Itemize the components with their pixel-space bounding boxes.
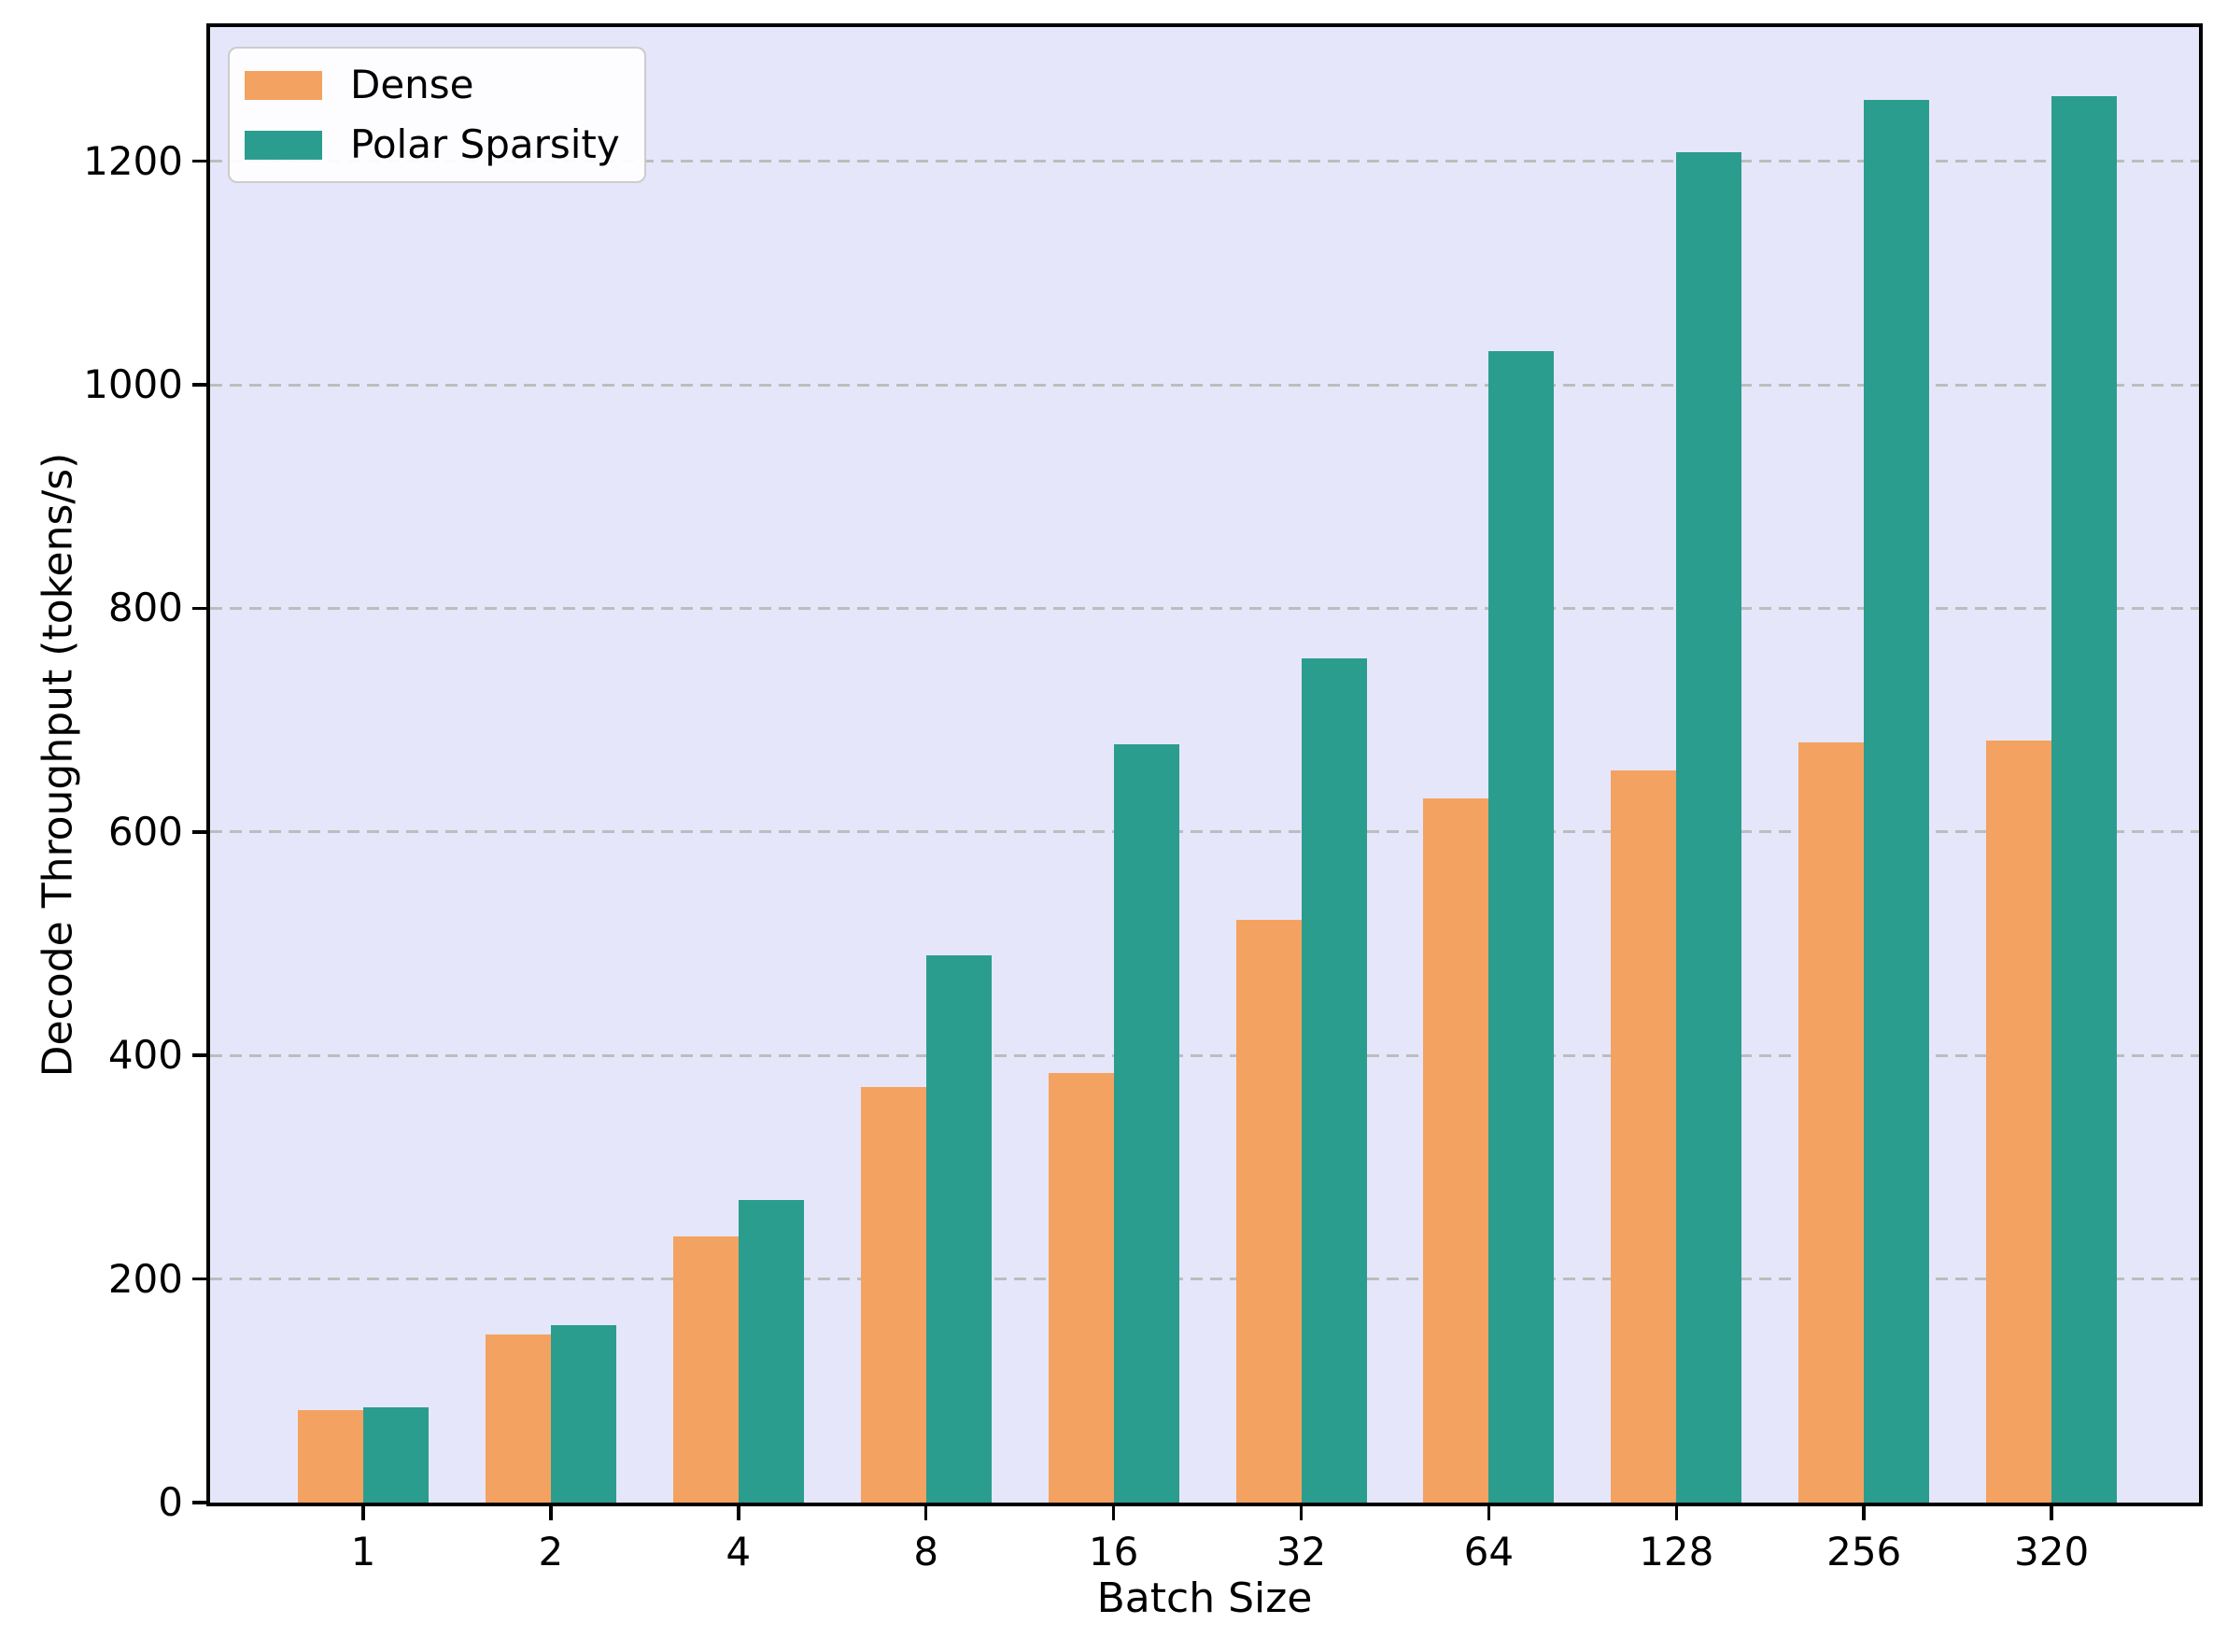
gridline-y-1000 (210, 383, 2199, 387)
y-tick-mark-1000 (192, 383, 206, 387)
bar-polar-sparsity-batch-4 (738, 1199, 804, 1503)
plot-area: Dense Polar Sparsity (210, 27, 2199, 1503)
bar-dense-batch-1 (298, 1409, 363, 1503)
bar-polar-sparsity-batch-8 (925, 954, 992, 1503)
bar-dense-batch-4 (672, 1236, 739, 1503)
y-tick-label-200: 200 (107, 1255, 183, 1302)
x-tick-mark-64 (1487, 1506, 1491, 1520)
x-tick-label-32: 32 (1276, 1529, 1327, 1574)
bar-dense-batch-2 (485, 1334, 551, 1503)
y-tick-mark-200 (192, 1277, 206, 1281)
x-tick-label-2: 2 (538, 1529, 564, 1574)
x-tick-label-8: 8 (913, 1529, 939, 1574)
x-tick-mark-128 (1674, 1506, 1679, 1520)
y-tick-label-800: 800 (107, 585, 183, 631)
y-tick-mark-0 (192, 1501, 206, 1504)
x-tick-mark-8 (923, 1506, 928, 1520)
legend-label-polar-sparsity: Polar Sparsity (350, 121, 620, 168)
legend: Dense Polar Sparsity (228, 47, 646, 184)
y-tick-mark-1200 (192, 159, 206, 163)
x-tick-label-64: 64 (1463, 1529, 1515, 1574)
bar-polar-sparsity-batch-320 (2051, 96, 2118, 1503)
x-tick-mark-320 (2050, 1506, 2053, 1520)
bar-dense-batch-64 (1423, 798, 1489, 1503)
y-tick-label-0: 0 (158, 1479, 183, 1525)
bar-dense-batch-128 (1611, 770, 1677, 1503)
bar-polar-sparsity-batch-2 (550, 1324, 616, 1503)
bar-polar-sparsity-batch-16 (1113, 744, 1179, 1503)
y-tick-label-400: 400 (107, 1032, 183, 1079)
x-tick-label-1: 1 (350, 1529, 376, 1574)
bar-dense-batch-320 (1986, 740, 2052, 1503)
bar-polar-sparsity-batch-32 (1301, 658, 1367, 1503)
legend-item-polar-sparsity: Polar Sparsity (245, 121, 620, 168)
y-tick-label-1200: 1200 (83, 137, 183, 184)
x-tick-mark-16 (1111, 1506, 1116, 1520)
gridline-y-200 (210, 1278, 2199, 1281)
x-tick-label-256: 256 (1826, 1529, 1902, 1574)
x-tick-mark-32 (1299, 1506, 1304, 1520)
x-tick-mark-2 (549, 1506, 553, 1520)
legend-swatch-polar-sparsity (245, 130, 322, 160)
bar-dense-batch-32 (1235, 920, 1302, 1503)
bar-polar-sparsity-batch-256 (1864, 99, 1930, 1503)
gridline-y-400 (210, 1053, 2199, 1057)
bar-dense-batch-16 (1048, 1073, 1114, 1503)
y-tick-mark-800 (192, 606, 206, 611)
y-tick-label-600: 600 (107, 808, 183, 854)
bar-dense-batch-256 (1798, 742, 1865, 1503)
legend-swatch-dense (245, 70, 322, 100)
y-tick-label-1000: 1000 (83, 361, 183, 408)
y-tick-mark-400 (192, 1053, 206, 1057)
gridline-y-600 (210, 830, 2199, 834)
bar-dense-batch-8 (860, 1086, 926, 1503)
bar-polar-sparsity-batch-1 (363, 1407, 429, 1503)
x-tick-label-4: 4 (726, 1529, 752, 1574)
gridline-y-1200 (210, 160, 2199, 163)
legend-item-dense: Dense (245, 62, 620, 107)
x-tick-label-320: 320 (2014, 1529, 2090, 1574)
bar-polar-sparsity-batch-64 (1488, 351, 1555, 1503)
x-tick-mark-1 (361, 1506, 365, 1520)
x-tick-mark-4 (737, 1506, 740, 1520)
legend-label-dense: Dense (350, 62, 474, 107)
gridline-y-800 (210, 606, 2199, 610)
x-tick-label-16: 16 (1088, 1529, 1139, 1574)
x-tick-mark-256 (1862, 1506, 1866, 1520)
y-tick-mark-600 (192, 830, 206, 834)
bar-polar-sparsity-batch-128 (1676, 152, 1742, 1503)
y-axis-label: Decode Throughput (tokens/s) (34, 452, 82, 1078)
x-axis-label: Batch Size (1096, 1574, 1313, 1622)
x-tick-label-128: 128 (1639, 1529, 1714, 1574)
